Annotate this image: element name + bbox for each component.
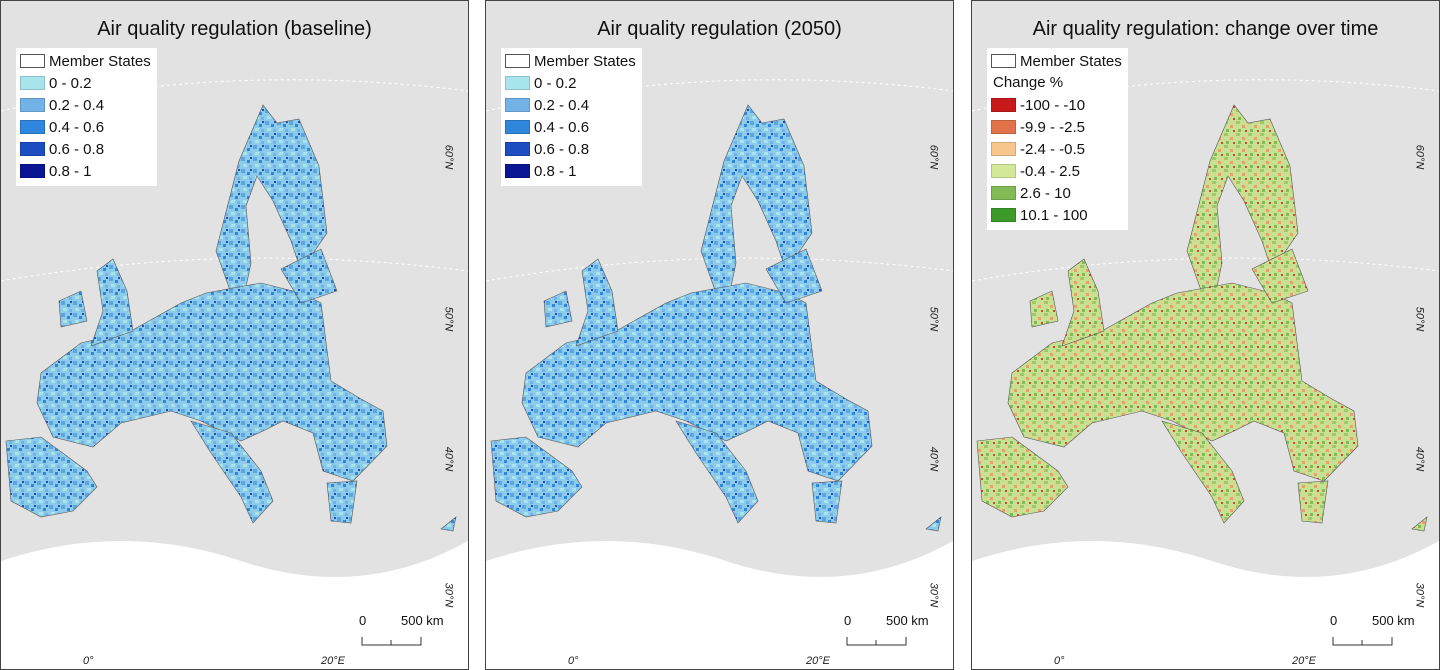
graticule-line [486, 257, 953, 282]
legend-swatch [20, 76, 45, 90]
lat-label: 40°N [927, 446, 940, 472]
lat-label: 50°N [1413, 306, 1426, 332]
legend-swatch [991, 208, 1016, 222]
lat-label: 40°N [1413, 446, 1426, 472]
legend-swatch [20, 164, 45, 178]
lon-label: 0° [1054, 655, 1065, 667]
legend-label: -100 - -10 [1020, 96, 1086, 114]
lon-label: 20°E [1292, 655, 1316, 667]
lat-label: 30°N [442, 582, 455, 608]
legend-swatch [20, 120, 45, 134]
legend-swatch [505, 120, 530, 134]
legend-label: Member States [49, 52, 151, 70]
member-states-swatch [20, 54, 45, 68]
scale-start: 0 [359, 613, 367, 628]
legend-heading: Change % [993, 74, 1064, 91]
legend-label: 0.4 - 0.6 [534, 118, 590, 136]
lat-label: 30°N [927, 582, 940, 608]
lon-label: 20°E [806, 655, 830, 667]
lon-label: 20°E [321, 655, 345, 667]
legend-swatch [505, 98, 530, 112]
scale-end: 500 km [1372, 613, 1415, 628]
legend-label: -9.9 - -2.5 [1020, 118, 1086, 136]
scale-end: 500 km [401, 613, 444, 628]
legend-label: 0.2 - 0.4 [534, 96, 590, 114]
legend-label: 0.8 - 1 [49, 162, 92, 180]
map-title: Air quality regulation (baseline) [97, 18, 372, 40]
legend-swatch [991, 186, 1016, 200]
legend-label: 0 - 0.2 [534, 74, 577, 92]
scale-bar: 0 500 km [353, 613, 453, 653]
map-canvas [486, 79, 953, 669]
legend-swatch [20, 142, 45, 156]
scale-bar: 0 500 km [1324, 613, 1424, 653]
graticule-line [972, 79, 1439, 112]
legend-swatch [991, 164, 1016, 178]
lat-label: 60°N [442, 144, 455, 170]
lat-label: 50°N [927, 306, 940, 332]
map-canvas [972, 79, 1439, 669]
sea [972, 541, 1439, 669]
lat-label: 40°N [442, 446, 455, 472]
graticule-line [1, 79, 468, 112]
legend-label: Member States [534, 52, 636, 70]
legend-label: 0 - 0.2 [49, 74, 92, 92]
legend-label: -0.4 - 2.5 [1020, 162, 1081, 180]
lat-label: 60°N [927, 144, 940, 170]
map-canvas [1, 79, 468, 669]
legend-swatch [505, 142, 530, 156]
scale-start: 0 [844, 613, 852, 628]
legend-swatch [505, 76, 530, 90]
legend-label: 0.8 - 1 [534, 162, 577, 180]
legend: Member States 0 - 0.2 0.2 - 0.4 0.4 - 0.… [16, 48, 157, 186]
map-panel-baseline: Air quality regulation (baseline) Member… [0, 0, 469, 670]
legend: Member States 0 - 0.2 0.2 - 0.4 0.4 - 0.… [501, 48, 642, 186]
graticule-line [486, 79, 953, 112]
lon-label: 0° [83, 655, 94, 667]
legend-label: 10.1 - 100 [1020, 206, 1088, 224]
legend-swatch [991, 98, 1016, 112]
legend-label: 0.4 - 0.6 [49, 118, 105, 136]
legend-swatch [20, 98, 45, 112]
graticule-line [972, 257, 1439, 282]
legend-swatch [505, 164, 530, 178]
scale-start: 0 [1330, 613, 1338, 628]
map-title: Air quality regulation (2050) [597, 18, 842, 40]
lat-label: 50°N [442, 306, 455, 332]
legend: Member States Change % -100 - -10 -9.9 -… [987, 48, 1128, 230]
map-panel-change: Air quality regulation: change over time… [971, 0, 1440, 670]
member-states-swatch [991, 54, 1016, 68]
member-states-swatch [505, 54, 530, 68]
lat-label: 30°N [1413, 582, 1426, 608]
legend-label: Member States [1020, 52, 1122, 70]
legend-label: 2.6 - 10 [1020, 184, 1071, 202]
sea [486, 541, 953, 669]
lat-label: 60°N [1413, 144, 1426, 170]
map-panel-2050: Air quality regulation (2050) Member Sta… [485, 0, 954, 670]
sea [1, 541, 468, 669]
scale-end: 500 km [886, 613, 929, 628]
lon-label: 0° [568, 655, 579, 667]
graticule-line [1, 257, 468, 282]
scale-bar: 0 500 km [838, 613, 938, 653]
map-title: Air quality regulation: change over time [1032, 18, 1379, 40]
legend-label: 0.6 - 0.8 [49, 140, 105, 158]
legend-swatch [991, 120, 1016, 134]
legend-label: -2.4 - -0.5 [1020, 140, 1086, 158]
legend-label: 0.6 - 0.8 [534, 140, 590, 158]
legend-label: 0.2 - 0.4 [49, 96, 105, 114]
legend-swatch [991, 142, 1016, 156]
